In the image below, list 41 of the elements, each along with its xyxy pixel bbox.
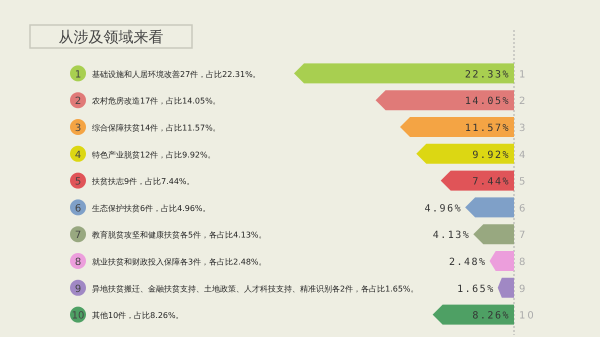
category-label: 4 [74,150,82,161]
category-label: 9 [74,284,82,295]
category-label: 10 [72,310,84,322]
data-label: 14.05% [464,96,510,108]
data-label: 11.57% [464,123,510,134]
text: 就业扶贫和财政投入保障各3件，各占比2.48%。 [92,258,267,266]
annotation: 异地扶贫搬迁、金融扶贫支持、土地政策、人才科技支持、精准识别各2件，各占比1.65%。 [92,284,419,294]
category-label: 3 [74,123,82,134]
text: 农村危房改造17件，占比14.05%。 [92,96,221,106]
y-tick-label: 1 [519,69,528,80]
data-label: 4.96% [424,203,462,214]
text: 特色产业脱贫12件，占比9.92%。 [92,150,216,160]
category-label: 7 [74,230,82,242]
category-label: 6 [74,203,82,214]
data-label: 22.33% [464,69,510,80]
text: 生态保护扶贫6件，占比4.96%。 [92,204,211,213]
y-tick-label: 2 [519,96,528,108]
category-label: 2 [74,96,82,108]
category-label: 1 [74,69,82,80]
text: 综合保障扶贫14件，占比11.57%。 [92,124,221,132]
y-tick-label: 8 [519,257,528,268]
y-tick-label: 7 [519,230,528,242]
text: 扶贫扶志9件，占比7.44%。 [91,177,195,186]
y-tick-label: 10 [519,310,536,322]
y-tick-label: 4 [519,150,528,161]
data-label: 9.92% [472,150,510,161]
data-label: 8.26% [472,310,510,322]
y-tick-label: 3 [519,123,528,134]
data-label: 1.65% [457,284,495,295]
data-label: 4.13% [432,230,470,242]
y-tick-label: 9 [519,284,528,295]
text: 其他10件，占比8.26%。 [92,311,184,320]
category-label: 8 [74,257,82,268]
text: 教育脱贫攻坚和健康扶贫各5件，各占比4.13%。 [92,230,267,240]
text: 基础设施和人居环境改善27件，占比22.31%。 [92,70,261,79]
data-label: 2.48% [448,257,487,268]
text: 从涉及领域来看 [58,29,164,46]
category-label: 5 [74,176,82,188]
data-label: 7.44% [472,176,510,188]
y-tick-label: 6 [519,203,528,214]
y-tick-label: 5 [519,176,528,188]
